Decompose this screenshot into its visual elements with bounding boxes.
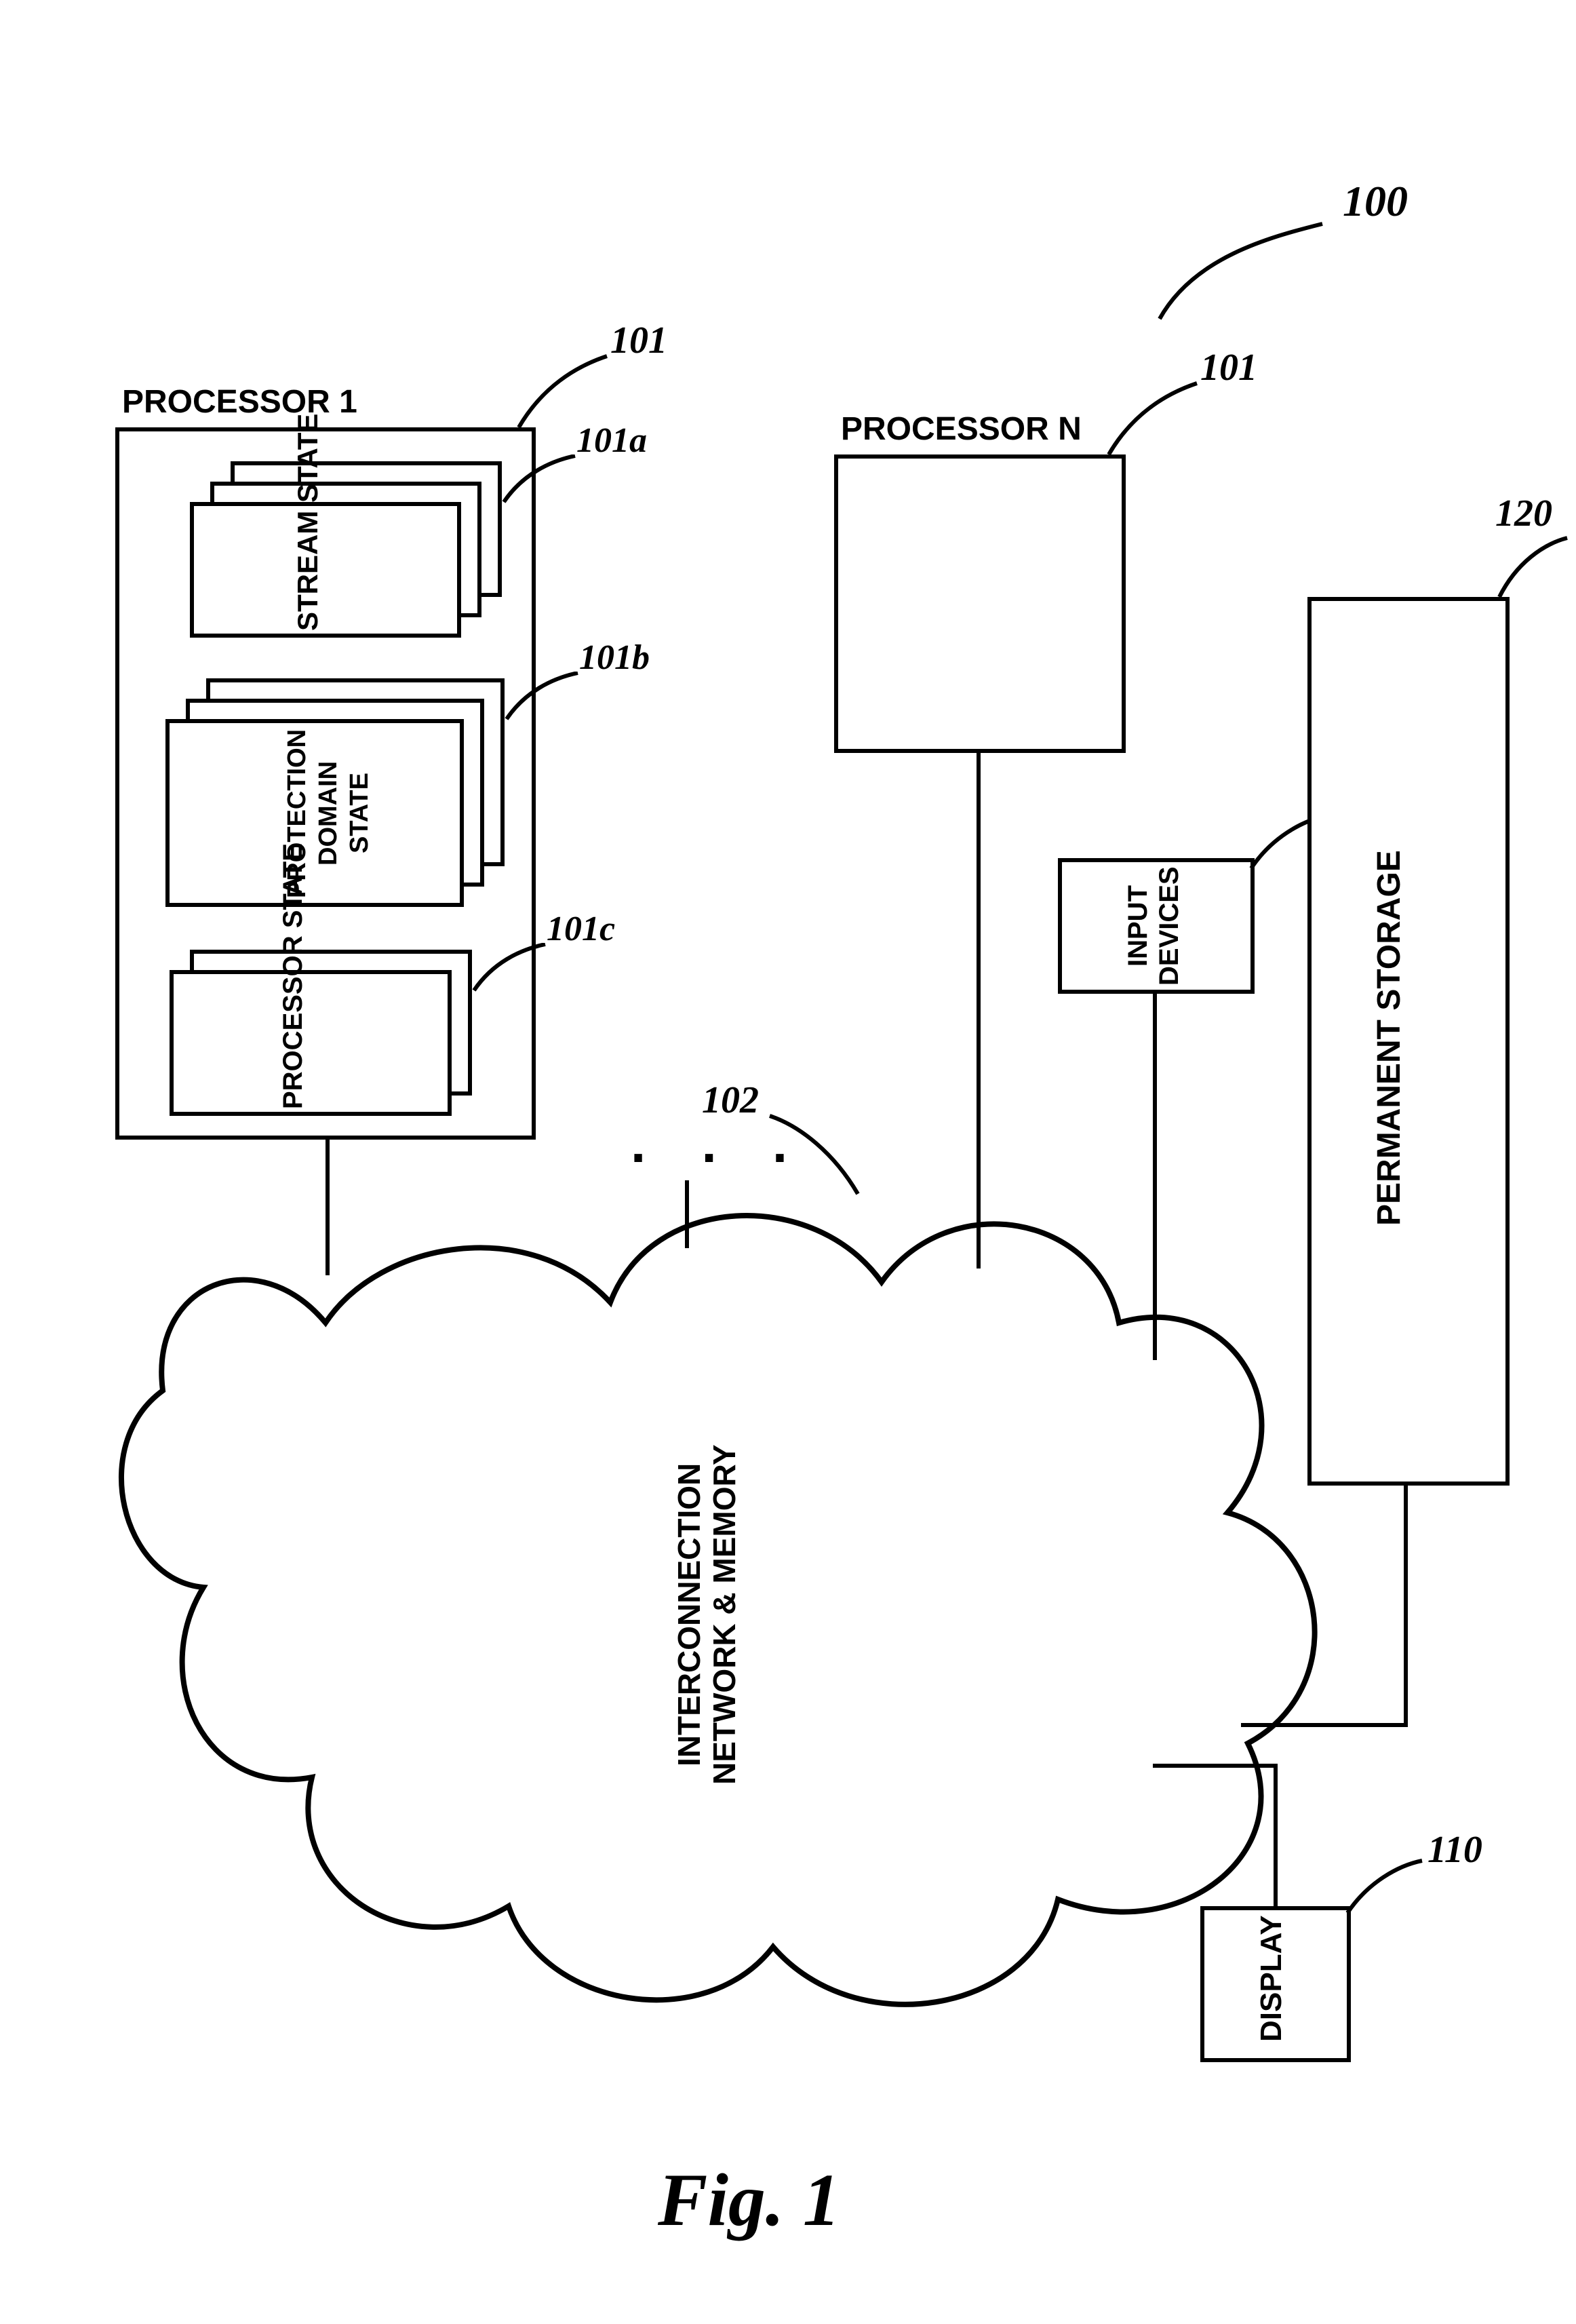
conn-pn-v [977,753,981,1268]
system-ref-leader [1153,217,1329,326]
processor-n-title: PROCESSOR N [841,410,1082,448]
display-ref-leader [1344,1859,1425,1920]
permanent-storage-ref: 120 [1495,492,1552,535]
proc-state-ref-leader [472,943,547,997]
input-devices-label: INPUT DEVICES [1122,867,1187,986]
display-ref: 110 [1427,1828,1482,1872]
system-ref: 100 [1343,176,1408,227]
processor-n-box [834,454,1126,753]
proc-state-card-1 [170,970,452,1116]
conn-ellipsis-cloud [685,1180,689,1248]
conn-storage-h [1241,1723,1408,1727]
permanent-storage-label: PERMANENT STORAGE [1371,848,1442,1228]
pd-state-ref-leader [505,672,579,726]
processor-n-ref: 101 [1200,346,1257,389]
cloud-label: INTERCONNECTION NETWORK & MEMORY [671,1397,746,1832]
stream-state-ref-leader [502,454,576,509]
proc-state-label: PROCESSOR STATE [278,977,309,1109]
processor-1-ref: 101 [610,319,667,362]
figure-page: 100 PROCESSOR 1 101 STREAM STATE 101a PR… [0,0,1576,2324]
conn-p1-cloud [326,1140,330,1275]
pd-state-ref: 101b [579,638,650,678]
conn-display-v [1274,1764,1278,1906]
figure-caption: Fig. 1 [658,2157,840,2243]
proc-state-ref: 101c [547,909,615,949]
processor-n-ref-leader [1105,380,1200,461]
conn-storage-v [1404,1486,1408,1723]
cloud-ref: 102 [702,1079,759,1122]
conn-input-v [1153,994,1157,1360]
stream-state-ref: 101a [576,421,647,461]
stream-state-card-1 [190,502,461,638]
cloud-ref-leader [766,1112,861,1201]
stream-state-label: STREAM STATE [292,512,324,631]
permanent-storage-ref-leader [1496,536,1571,604]
conn-display-h [1153,1764,1278,1768]
